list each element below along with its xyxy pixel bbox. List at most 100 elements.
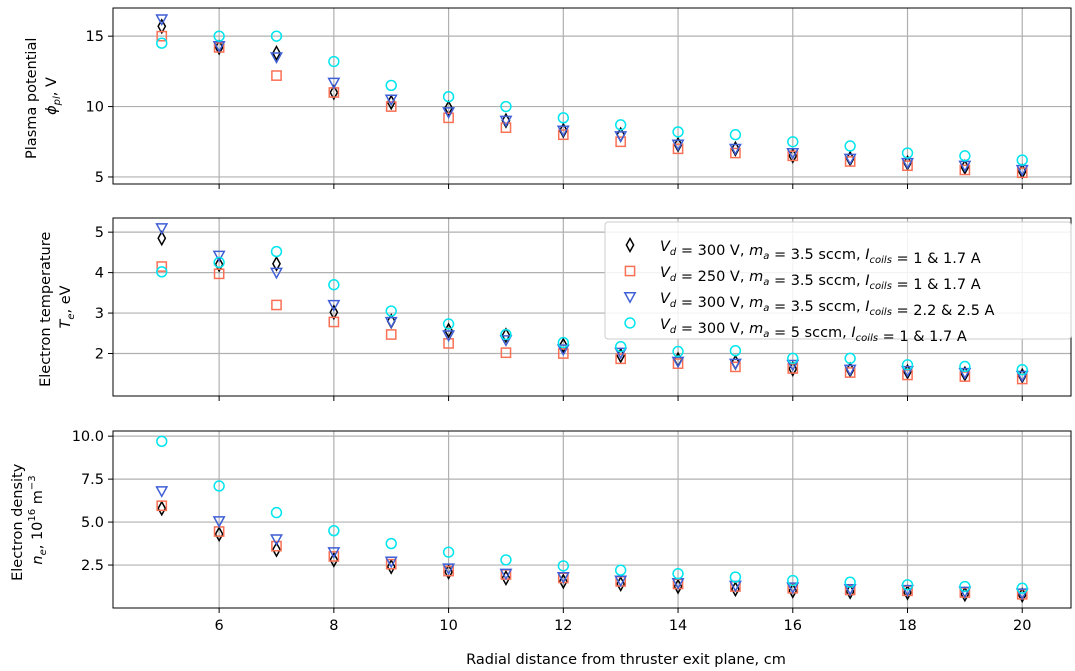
data-point xyxy=(901,359,914,371)
data-point xyxy=(385,558,397,570)
data-point xyxy=(843,584,857,596)
legend-entry: Vd = 300 V, ma = 3.5 sccm, Icoils = 2.2 … xyxy=(623,291,995,319)
y-axis-title-line-2: ϕpl, V xyxy=(44,77,63,115)
data-point xyxy=(614,340,627,353)
data-point xyxy=(157,500,167,517)
y-axis-title-line-1: Plasma potential xyxy=(24,38,40,159)
data-point xyxy=(556,344,570,357)
data-point xyxy=(386,558,396,575)
data-point xyxy=(843,364,857,377)
data-point xyxy=(327,77,341,90)
data-point xyxy=(730,361,741,373)
data-point xyxy=(329,551,339,568)
data-point xyxy=(329,304,339,321)
y-tick-label: 3 xyxy=(95,306,104,322)
series-circle xyxy=(156,435,1028,594)
data-point xyxy=(212,250,226,263)
data-point xyxy=(384,556,398,569)
y-axis-title-line-1: Electron temperature xyxy=(38,232,54,387)
x-tick-label: 12 xyxy=(554,618,572,634)
y-axis-ticks: 5 10 15 xyxy=(86,29,113,186)
y-tick-label: 15 xyxy=(86,29,104,45)
data-point xyxy=(672,567,684,580)
legend-marker xyxy=(625,236,635,254)
data-point xyxy=(385,79,397,92)
data-point xyxy=(730,147,741,159)
data-point xyxy=(787,136,799,148)
series-circle xyxy=(156,245,1028,376)
y-axis-title-line-2: Te, eV xyxy=(58,285,77,328)
x-tick-label: 8 xyxy=(329,618,338,634)
data-point xyxy=(212,516,226,528)
data-point xyxy=(328,316,340,328)
data-point xyxy=(213,30,225,42)
data-point xyxy=(443,565,454,577)
x-axis-ticks xyxy=(218,396,1023,401)
data-point xyxy=(328,524,340,537)
legend-label: Vd = 250 V, ma = 3.5 sccm, Icoils = 1 & … xyxy=(660,265,981,293)
data-point xyxy=(499,568,513,581)
series-triangle-down xyxy=(155,223,1029,383)
data-point xyxy=(902,160,913,172)
data-point xyxy=(442,330,456,343)
data-point xyxy=(156,261,168,272)
data-point xyxy=(844,140,856,152)
legend-marker xyxy=(624,317,636,329)
data-point xyxy=(213,256,225,269)
data-point xyxy=(959,360,971,373)
data-point xyxy=(615,353,627,365)
data-point xyxy=(270,267,283,280)
data-point xyxy=(844,576,856,588)
data-point xyxy=(155,14,169,27)
legend-label: Vd = 300 V, ma = 5 sccm, Icoils = 1 & 1.… xyxy=(660,317,967,345)
data-point xyxy=(442,91,455,103)
data-point xyxy=(329,84,339,101)
data-point xyxy=(729,571,742,583)
data-point xyxy=(443,112,454,124)
data-point xyxy=(671,356,685,369)
legend-entries: Vd = 300 V, ma = 3.5 sccm, Icoils = 1 & … xyxy=(623,236,995,345)
data-point xyxy=(1016,364,1028,376)
data-point xyxy=(328,551,340,562)
data-point xyxy=(155,223,169,235)
data-point xyxy=(844,367,856,378)
data-point xyxy=(271,299,282,311)
data-point xyxy=(958,367,972,380)
data-point xyxy=(157,230,167,247)
y-tick-label: 4 xyxy=(95,266,104,282)
data-point xyxy=(272,255,281,272)
data-point xyxy=(384,94,398,107)
data-series xyxy=(155,435,1029,604)
x-tick-label: 16 xyxy=(784,618,802,634)
data-point xyxy=(728,358,742,371)
y-tick-label: 2 xyxy=(95,347,104,363)
data-point xyxy=(499,335,513,347)
data-point xyxy=(499,115,513,128)
x-axis-title: Radial distance from thruster exit plane… xyxy=(466,652,786,668)
data-point xyxy=(270,245,283,258)
data-series xyxy=(155,14,1029,180)
plot-frame xyxy=(112,430,1072,609)
data-point xyxy=(672,126,684,138)
data-point xyxy=(1016,582,1028,594)
data-point xyxy=(214,39,224,56)
data-point xyxy=(442,318,455,330)
x-tick-label: 18 xyxy=(898,618,916,634)
electron-density-panel: 2.5 5.0 7.5 10.0 6 8 10 12 14 16 18 20 Electron de… xyxy=(10,429,1072,668)
y-tick-label: 5.0 xyxy=(81,515,104,531)
data-point xyxy=(1015,588,1029,601)
data-point xyxy=(672,143,684,155)
data-point xyxy=(270,506,283,519)
data-point xyxy=(156,435,168,448)
series-triangle-down xyxy=(155,14,1029,177)
x-axis-ticks xyxy=(218,184,1023,189)
y-axis-ticks: 2.5 5.0 7.5 10.0 xyxy=(72,429,113,574)
data-point xyxy=(384,316,398,329)
legend-label: Vd = 300 V, ma = 3.5 sccm, Icoils = 2.2 … xyxy=(660,291,995,319)
x-axis-ticks: 6 8 10 12 14 16 18 20 xyxy=(215,608,1031,634)
data-point xyxy=(214,526,224,543)
data-point xyxy=(155,486,169,498)
data-point xyxy=(1016,167,1028,179)
x-tick-label: 10 xyxy=(439,618,457,634)
